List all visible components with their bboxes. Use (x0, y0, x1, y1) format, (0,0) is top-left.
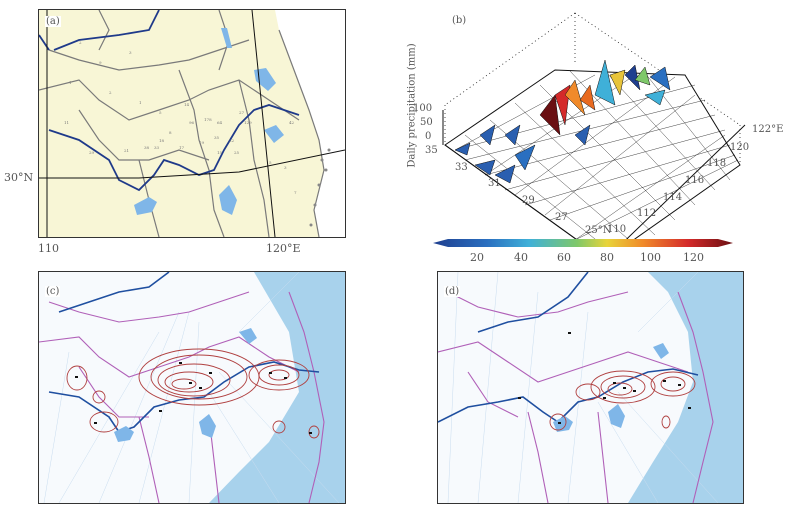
station-value: 2 (79, 40, 82, 45)
panel-b-3d-surface (442, 12, 746, 245)
river (48, 272, 320, 433)
lon-tick: 110 (607, 224, 627, 235)
lat-tick: 31 (488, 178, 501, 189)
lon-label-120e: 120°E (266, 242, 301, 255)
panel-d-map: (d) (437, 271, 744, 504)
station-value: 35 (214, 135, 220, 140)
station-value: 29 (89, 150, 95, 155)
panel-a-map: 2 9 1 3 2 1 5 14 96 178 64 129 35 27 22 … (38, 9, 346, 238)
panel-b-tag: (b) (452, 15, 467, 26)
river (438, 272, 699, 424)
station-value: 42 (289, 120, 295, 125)
colorbar-tick: 60 (557, 251, 571, 264)
colorbar-tick: 40 (514, 251, 528, 264)
precipitation-contours (66, 348, 320, 439)
sea-area (628, 272, 743, 503)
station-value: 3 (129, 50, 132, 55)
graticule (39, 10, 345, 237)
province-borders (39, 291, 325, 503)
panel-c-map: (c) (38, 271, 346, 504)
panel-a-tag: (a) (45, 16, 61, 27)
station-value: 7 (294, 190, 297, 195)
colorbar-tick: 20 (470, 251, 484, 264)
station-value: 33 (154, 145, 160, 150)
lon-tick: 120 (730, 142, 750, 153)
station-value: 15 (217, 150, 223, 155)
panel-a-geography (39, 10, 345, 237)
panel-d-tag: (d) (444, 286, 461, 297)
3d-grid-box (444, 12, 741, 165)
panel-d-geography (438, 272, 743, 503)
station-value: 96 (189, 120, 195, 125)
station-value: 19 (199, 140, 205, 145)
lat-label-30n: 30°N (4, 171, 34, 184)
precipitation-contours (549, 370, 696, 431)
lat-tick: 27 (555, 212, 568, 223)
lat-tick: 35 (425, 145, 438, 156)
station-value: 22 (229, 138, 235, 143)
lon-tick: 122°E (752, 124, 784, 135)
station-value: 5 (159, 110, 162, 115)
colorbar-tick: 80 (600, 251, 614, 264)
station-value: 18 (159, 138, 165, 143)
lakes (114, 328, 257, 442)
station-value: 17 (179, 145, 185, 150)
province-borders (438, 291, 714, 503)
station-value: 38 (144, 145, 150, 150)
station-value: 14 (184, 102, 190, 107)
coast-islands (309, 148, 331, 227)
station-value: 3 (284, 165, 287, 170)
precip-peaks (454, 59, 671, 184)
station-values: 2 9 1 3 2 1 5 14 96 178 64 129 35 27 22 … (39, 10, 345, 237)
z-tick-50: 50 (420, 117, 433, 128)
station-value: 25 (234, 150, 240, 155)
station-value: 8 (169, 130, 172, 135)
colorbar-tick: 100 (640, 251, 661, 264)
station-value: 27 (239, 110, 245, 115)
station-value: 21 (124, 148, 130, 153)
interpolation-lines (447, 272, 719, 503)
lat-tick: 33 (455, 162, 468, 173)
station-markers (518, 332, 691, 424)
panel-c-geography (39, 272, 345, 503)
lon-tick: 112 (637, 208, 657, 219)
panel-c-tag: (c) (45, 286, 61, 297)
lon-tick: 114 (663, 192, 683, 203)
station-value: 64 (217, 120, 223, 125)
lon-tick: 116 (685, 175, 705, 186)
station-value: 178 (204, 117, 212, 122)
lakes (553, 343, 669, 432)
lon-tick: 118 (707, 158, 727, 169)
station-value: 5 (269, 160, 272, 165)
station-value: 1 (69, 80, 72, 85)
station-value: 129 (244, 120, 252, 125)
lakes (134, 28, 284, 215)
sea-area (209, 272, 345, 503)
lat-tick: 25°N (585, 225, 612, 236)
station-value: 1 (139, 100, 142, 105)
colorbar (433, 239, 733, 247)
station-markers (75, 362, 312, 434)
z-tick-0: 0 (425, 131, 432, 142)
z-tick-100: 100 (413, 103, 433, 114)
colorbar-tick: 120 (683, 251, 704, 264)
station-value: 9 (99, 60, 102, 65)
lon-label-110: 110 (38, 242, 59, 255)
station-value: 11 (64, 120, 70, 125)
sea-area (275, 10, 345, 237)
station-value: 2 (109, 90, 112, 95)
lat-tick: 29 (522, 195, 535, 206)
province-borders (39, 10, 325, 237)
